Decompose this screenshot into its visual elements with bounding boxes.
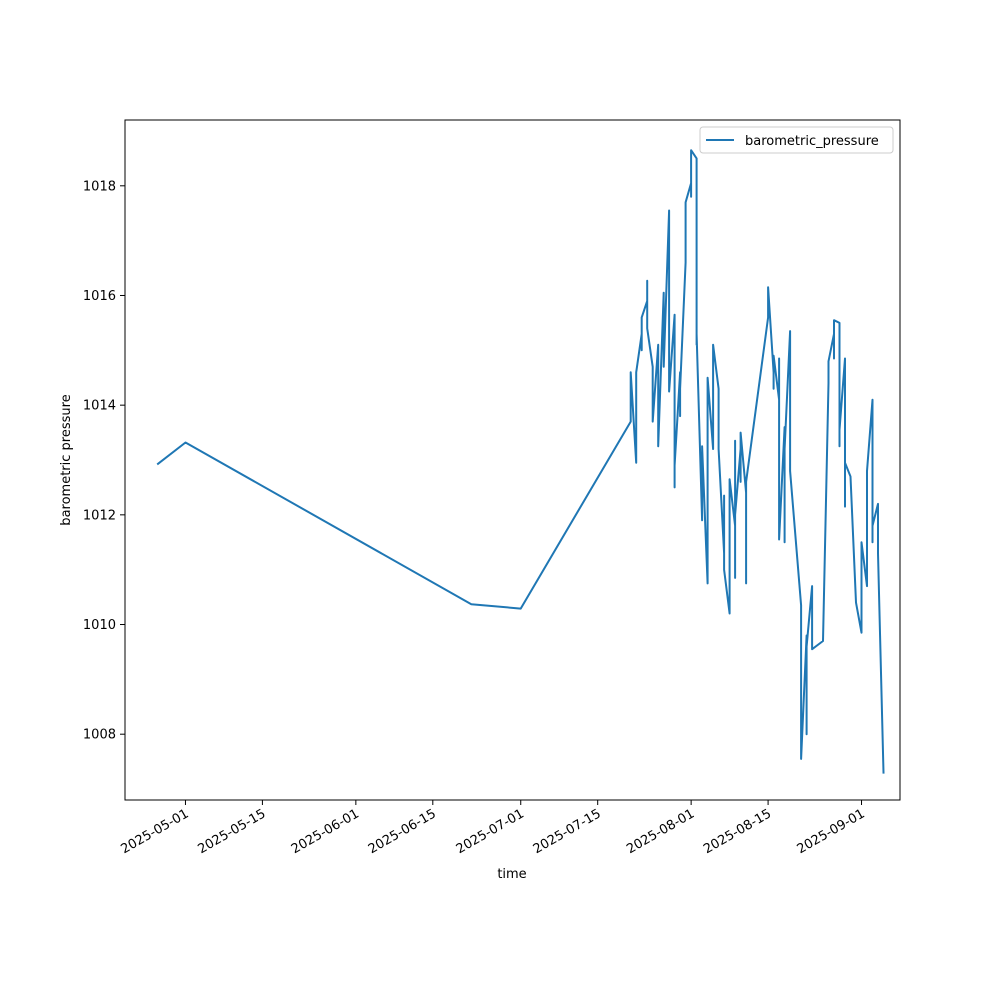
y-axis: 1008 1010 1012 1014 1016 1018	[83, 179, 125, 743]
y-tick-label: 1014	[83, 399, 116, 414]
y-tick-label: 1016	[83, 289, 116, 304]
x-tick-label: 2025-08-15	[701, 806, 774, 857]
legend-label: barometric_pressure	[745, 134, 879, 149]
x-tick-label: 2025-09-01	[795, 806, 868, 857]
x-axis: 2025-05-01 2025-05-15 2025-06-01 2025-06-15…	[119, 800, 868, 857]
legend: barometric_pressure	[699, 126, 894, 154]
x-tick-label: 2025-08-01	[624, 806, 697, 857]
legend-box	[699, 126, 894, 154]
x-tick-label: 2025-07-01	[454, 806, 527, 857]
y-tick-label: 1010	[83, 618, 116, 633]
x-tick-label: 2025-05-01	[119, 806, 192, 857]
x-tick-label: 2025-06-01	[289, 806, 362, 857]
x-axis-label: time	[497, 867, 526, 882]
x-tick-label: 2025-06-15	[366, 806, 439, 857]
y-tick-label: 1018	[83, 179, 116, 194]
y-axis-label: barometric pressure	[59, 394, 74, 525]
y-tick-label: 1008	[83, 728, 116, 743]
plot-area	[156, 149, 885, 774]
x-tick-label: 2025-07-15	[531, 806, 604, 857]
axes-frame	[124, 119, 901, 801]
x-tick-label: 2025-05-15	[195, 806, 268, 857]
y-tick-label: 1012	[83, 508, 116, 523]
series-line-barometric_pressure	[156, 149, 885, 774]
